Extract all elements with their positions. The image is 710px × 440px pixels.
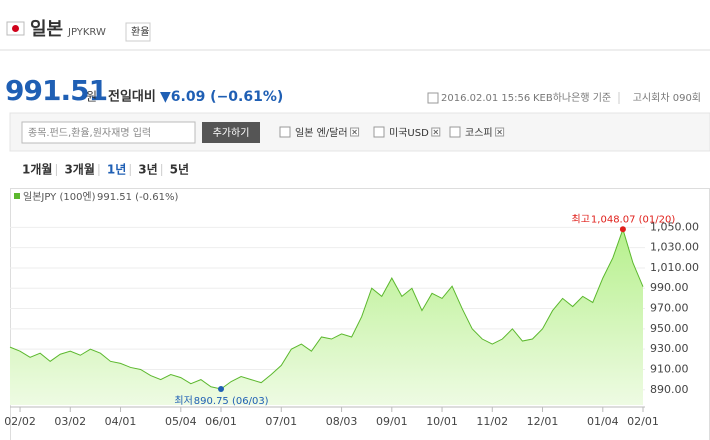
y-tick-label: 1,010.00 <box>650 261 699 274</box>
x-tick-label: 02/02 <box>4 415 36 428</box>
y-tick-label: 890.00 <box>650 383 689 396</box>
legend-label: 일본JPY (100엔) <box>23 191 96 203</box>
rate-button-label[interactable]: 환율 <box>131 26 149 38</box>
annotation-label: 최고 <box>572 213 590 225</box>
x-tick-label: 01/04 <box>587 415 619 428</box>
price-unit: 원 <box>86 90 97 104</box>
legend-swatch <box>14 193 20 199</box>
period-tab[interactable]: 3개월 <box>64 162 94 177</box>
annotation-label: 최저 <box>174 395 192 407</box>
y-tick-label: 930.00 <box>650 342 689 355</box>
compare-label[interactable]: 일본 엔/달러 <box>295 127 348 139</box>
x-tick-label: 03/02 <box>54 415 86 428</box>
x-tick-label: 12/01 <box>527 415 559 428</box>
flag-dot <box>12 25 19 32</box>
checkbox[interactable] <box>449 126 461 138</box>
x-tick-label: 02/01 <box>627 415 659 428</box>
round: 고시회차 090회 <box>633 92 701 104</box>
line <box>9 227 644 390</box>
y-tick-label: 970.00 <box>650 302 689 315</box>
remove-x[interactable] <box>352 129 357 135</box>
currency-code: JPYKRW <box>67 27 106 38</box>
annotation-value: 1,048.07 (01/20) <box>591 214 675 225</box>
search-placeholder[interactable]: 종목.펀드,환율,원자재명 입력 <box>28 126 151 139</box>
area <box>10 229 643 405</box>
extreme-dot <box>619 226 626 233</box>
period-tab[interactable]: 1년 <box>107 163 126 177</box>
currency-name: 일본 <box>30 19 63 40</box>
search-input[interactable] <box>21 121 196 144</box>
x-tick-label: 05/04 <box>165 415 197 428</box>
x-tick-label: 06/01 <box>205 415 237 428</box>
compare-label[interactable]: 코스피 <box>465 127 493 139</box>
checkbox[interactable] <box>373 126 385 138</box>
period-tab[interactable]: 1개월 <box>22 162 52 177</box>
legend-value: 991.51 (-0.61%) <box>97 192 178 203</box>
period-tab[interactable]: 3년 <box>138 163 157 177</box>
x-tick-label: 11/02 <box>476 415 508 428</box>
add-button-label[interactable]: 추가하기 <box>213 126 250 139</box>
remove-x[interactable] <box>433 129 439 135</box>
y-tick-label: 1,030.00 <box>650 241 699 254</box>
time-icon <box>427 92 439 104</box>
extreme-dot <box>218 386 224 393</box>
rate-button[interactable] <box>125 22 151 42</box>
change-label: 전일대비 <box>108 89 156 105</box>
annotation-value: 890.75 (06/03) <box>194 396 269 407</box>
x-tick-label: 04/01 <box>105 415 137 428</box>
y-tick-label: 950.00 <box>650 322 689 335</box>
period-tab[interactable]: 5년 <box>170 163 189 177</box>
x-tick-label: 09/01 <box>376 415 408 428</box>
x-tick-label: 08/03 <box>326 415 358 428</box>
add-button[interactable] <box>202 122 260 143</box>
y-tick-label: 910.00 <box>650 362 689 375</box>
y-tick-label: 990.00 <box>650 281 689 294</box>
x-tick-label: 07/01 <box>265 415 297 428</box>
y-tick-label: 1,050.00 <box>650 220 699 233</box>
timestamp: 2016.02.01 15:56 <box>441 93 530 104</box>
x-tick-label: 10/01 <box>426 415 458 428</box>
source: KEB하나은행 기준 <box>533 91 611 104</box>
checkbox[interactable] <box>279 126 291 138</box>
price: 991.51 <box>5 74 107 107</box>
change: ▼6.09 (−0.61%) <box>160 89 283 105</box>
compare-label[interactable]: 미국USD <box>389 127 429 139</box>
remove-x[interactable] <box>497 129 502 135</box>
